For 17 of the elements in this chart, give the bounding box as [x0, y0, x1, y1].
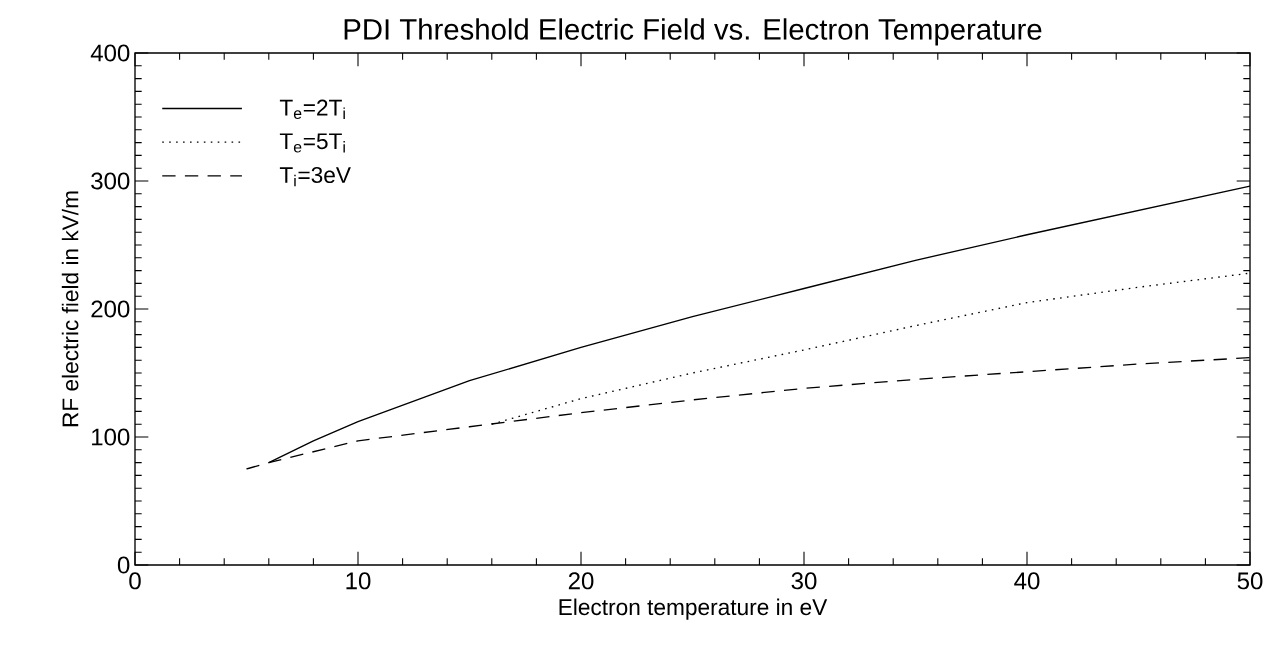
legend-label: T$_{e}$=5T$_{i}$ [279, 133, 345, 153]
y-tick-label: 100 [92, 428, 130, 446]
legend-label: T$_{i}$=3eV [279, 166, 351, 187]
y-axis-title: RF electric field in kV/m [61, 191, 79, 427]
x-tick-label: 40 [1014, 572, 1040, 590]
x-axis-title: Electron temperature in eV [559, 598, 828, 620]
y-tick-label: 300 [91, 172, 130, 190]
legend-label: T$_{e}$=2T$_{i}$ [279, 99, 345, 119]
x-tick-label: 50 [1237, 572, 1263, 590]
x-tick-label: 30 [791, 572, 817, 590]
chart-title: PDI Threshold Electric Field vs. Electron Temperature [344, 18, 1042, 46]
y-tick-label: 0 [117, 556, 130, 574]
x-tick-label: 10 [346, 572, 371, 590]
y-tick-label: 400 [90, 44, 130, 62]
x-tick-label: 0 [129, 572, 141, 590]
x-tick-label: 20 [568, 572, 594, 590]
y-tick-label: 200 [91, 300, 130, 318]
